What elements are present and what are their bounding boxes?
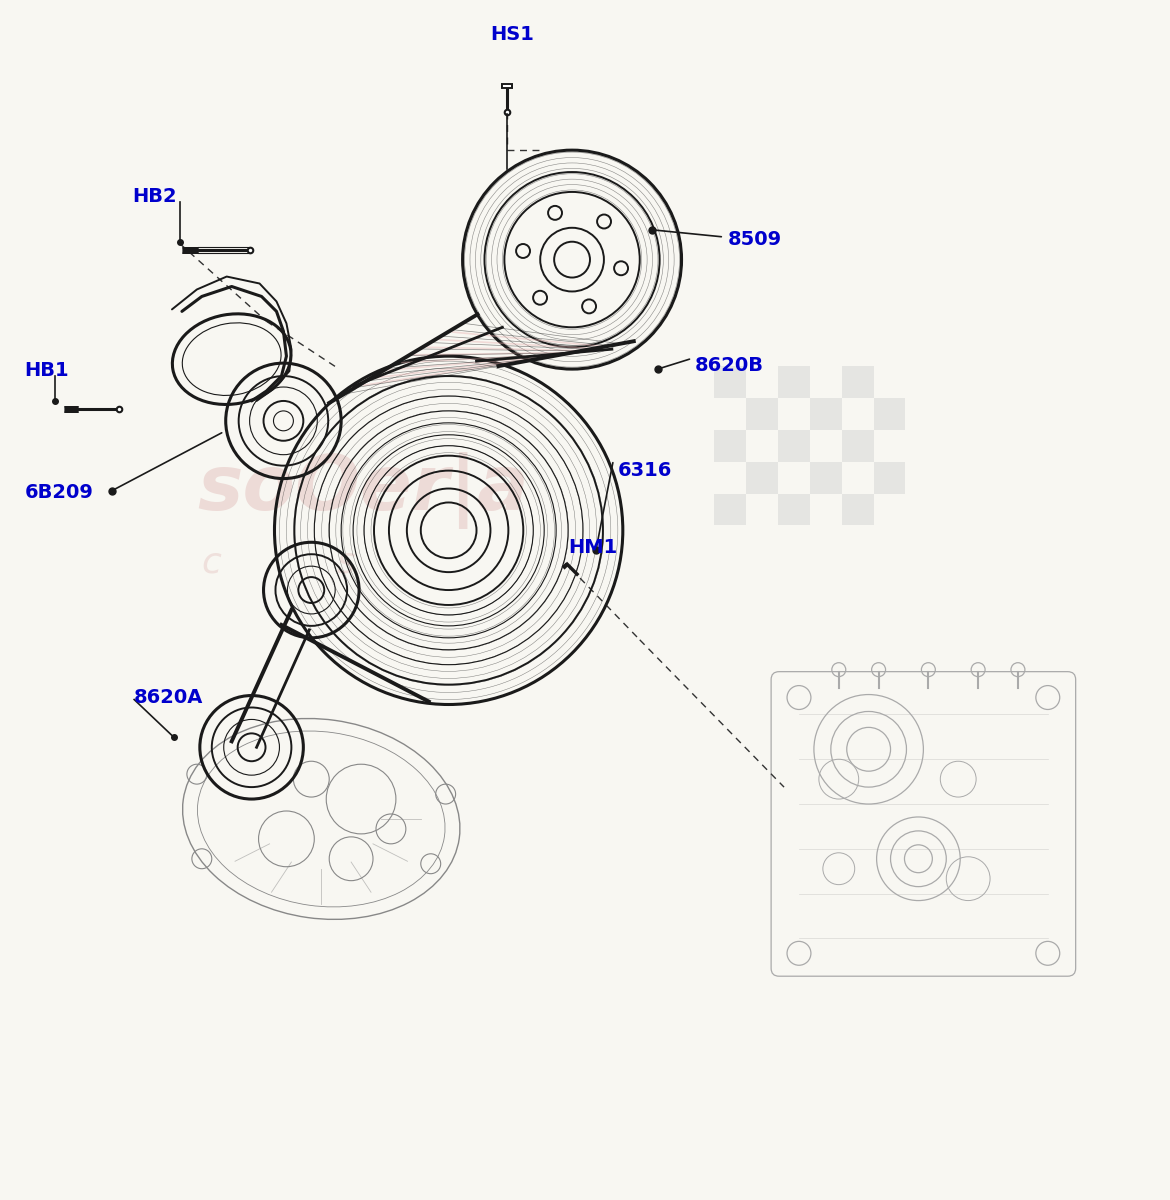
Text: HB2: HB2 [132,187,177,206]
Bar [810,462,841,493]
Text: soOer|a: soOer|a [197,452,529,529]
Text: HB1: HB1 [25,361,69,380]
Text: HM1: HM1 [569,539,618,557]
Bar [841,366,874,398]
Bar [715,430,746,462]
Text: 6B209: 6B209 [25,482,94,502]
Bar [841,430,874,462]
Bar [874,398,906,430]
Bar [778,366,810,398]
Text: c          s: c s [202,545,356,580]
Bar [778,430,810,462]
Bar [715,366,746,398]
Text: 6316: 6316 [618,461,673,480]
Text: 8620B: 8620B [695,356,764,376]
Bar [715,493,746,526]
Bar [746,398,778,430]
Bar [874,462,906,493]
Bar [746,462,778,493]
Bar [810,398,841,430]
Text: HS1: HS1 [490,25,535,43]
Bar [841,493,874,526]
Text: 8620A: 8620A [135,688,204,707]
Bar [778,493,810,526]
Text: 8509: 8509 [728,229,782,248]
